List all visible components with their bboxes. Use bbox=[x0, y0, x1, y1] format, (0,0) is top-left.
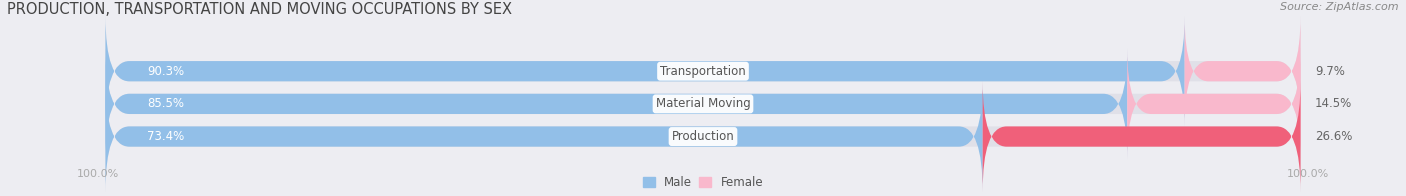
Text: 9.7%: 9.7% bbox=[1315, 65, 1344, 78]
Text: Source: ZipAtlas.com: Source: ZipAtlas.com bbox=[1281, 2, 1399, 12]
Text: 73.4%: 73.4% bbox=[148, 130, 184, 143]
FancyBboxPatch shape bbox=[105, 16, 1185, 126]
FancyBboxPatch shape bbox=[105, 81, 1301, 192]
Text: 100.0%: 100.0% bbox=[1286, 169, 1329, 179]
FancyBboxPatch shape bbox=[1185, 16, 1301, 126]
FancyBboxPatch shape bbox=[105, 16, 1301, 126]
FancyBboxPatch shape bbox=[105, 49, 1301, 159]
Text: Transportation: Transportation bbox=[661, 65, 745, 78]
Text: 26.6%: 26.6% bbox=[1315, 130, 1353, 143]
FancyBboxPatch shape bbox=[983, 81, 1301, 192]
Text: 100.0%: 100.0% bbox=[77, 169, 120, 179]
Text: 14.5%: 14.5% bbox=[1315, 97, 1353, 110]
Text: PRODUCTION, TRANSPORTATION AND MOVING OCCUPATIONS BY SEX: PRODUCTION, TRANSPORTATION AND MOVING OC… bbox=[7, 2, 512, 17]
FancyBboxPatch shape bbox=[105, 81, 983, 192]
Text: 85.5%: 85.5% bbox=[148, 97, 184, 110]
Legend: Male, Female: Male, Female bbox=[643, 176, 763, 189]
FancyBboxPatch shape bbox=[1128, 49, 1301, 159]
FancyBboxPatch shape bbox=[105, 49, 1128, 159]
Text: Material Moving: Material Moving bbox=[655, 97, 751, 110]
Text: Production: Production bbox=[672, 130, 734, 143]
Text: 90.3%: 90.3% bbox=[148, 65, 184, 78]
